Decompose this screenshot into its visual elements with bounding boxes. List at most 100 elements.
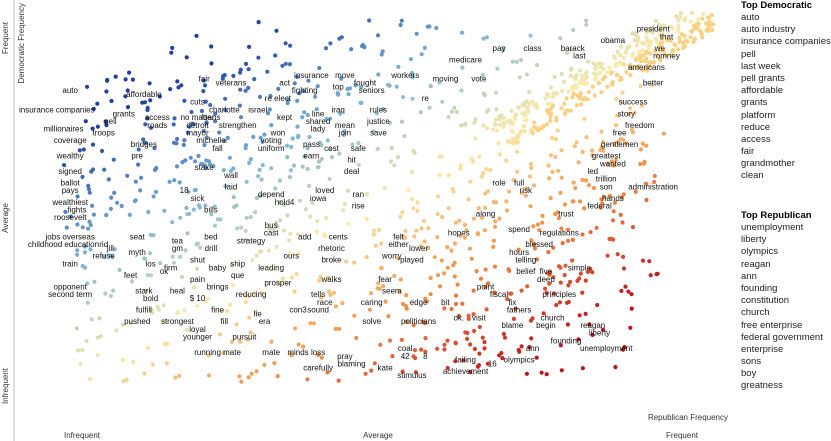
term-label[interactable]: charlotte <box>209 105 240 114</box>
term-label[interactable]: strengthen <box>219 121 257 130</box>
term-label[interactable]: jill <box>106 244 114 253</box>
term-label[interactable]: depend <box>258 190 285 199</box>
term-label[interactable]: hit <box>347 155 356 164</box>
term-label[interactable]: voting <box>261 136 282 145</box>
term-label[interactable]: roosevelt <box>54 213 87 222</box>
term-label[interactable]: loved <box>315 186 334 195</box>
term-label[interactable]: belief <box>516 267 536 276</box>
term-label[interactable]: fighting <box>292 86 318 95</box>
term-label[interactable]: 8 <box>423 352 428 361</box>
term-label[interactable]: blaming <box>338 360 366 369</box>
term-label[interactable]: fear <box>378 275 392 284</box>
term-label[interactable]: wanted <box>599 159 626 168</box>
term-label[interactable]: prosper <box>264 279 291 288</box>
term-label[interactable]: re <box>422 94 430 103</box>
term-label[interactable]: mate <box>262 348 280 357</box>
term-label[interactable]: hopes <box>448 229 470 238</box>
term-label[interactable]: stake <box>195 163 215 172</box>
term-label[interactable]: fall <box>212 144 222 153</box>
term-label[interactable]: strongest <box>161 317 195 326</box>
term-label[interactable]: full <box>514 179 524 188</box>
term-label[interactable]: deep <box>537 275 555 284</box>
term-label[interactable]: solve <box>362 317 381 326</box>
term-label[interactable]: fill <box>221 317 229 326</box>
term-label[interactable]: walks <box>320 275 341 284</box>
term-label[interactable]: firm <box>164 263 178 272</box>
term-label[interactable]: wall <box>223 171 238 180</box>
term-label[interactable]: liberty <box>589 329 610 338</box>
term-label[interactable]: cents <box>329 232 348 241</box>
term-label[interactable]: brings <box>207 283 229 292</box>
term-label[interactable]: hours <box>509 248 529 257</box>
term-label[interactable]: seat <box>130 232 146 241</box>
term-label[interactable]: along <box>476 209 496 218</box>
term-label[interactable]: class <box>523 44 541 53</box>
term-label[interactable]: minds <box>287 348 308 357</box>
term-label[interactable]: vote <box>471 75 487 84</box>
term-label[interactable]: carefully <box>303 363 333 372</box>
term-label[interactable]: iowa <box>310 194 327 203</box>
term-label[interactable]: success <box>619 98 648 107</box>
term-label[interactable]: opponent <box>54 283 88 292</box>
term-label[interactable]: bed <box>204 232 217 241</box>
term-label[interactable]: pay <box>493 44 506 53</box>
term-label[interactable]: lower <box>409 244 428 253</box>
term-label[interactable]: rid <box>99 240 108 249</box>
term-label[interactable]: wealthy <box>56 152 84 161</box>
term-label[interactable]: telling <box>515 256 536 265</box>
term-label[interactable]: principles <box>542 290 576 299</box>
term-label[interactable]: story <box>618 109 635 118</box>
term-label[interactable]: loans <box>201 113 220 122</box>
term-label[interactable]: hands <box>602 194 624 203</box>
term-label[interactable]: drill <box>205 244 218 253</box>
term-label[interactable]: mayor <box>186 129 209 138</box>
term-label[interactable]: shut <box>190 256 206 265</box>
term-label[interactable]: caring <box>361 298 383 307</box>
term-label[interactable]: tea <box>172 236 184 245</box>
term-label[interactable]: access <box>145 113 170 122</box>
term-label[interactable]: join <box>338 129 351 138</box>
term-label[interactable]: line <box>312 109 325 118</box>
term-label[interactable]: train <box>62 259 78 268</box>
term-label[interactable]: con3 <box>289 306 307 315</box>
term-label[interactable]: seem <box>382 286 402 295</box>
term-label[interactable]: seniors <box>359 86 385 95</box>
term-label[interactable]: americans <box>628 63 665 72</box>
term-label[interactable]: coal <box>398 344 413 353</box>
term-label[interactable]: pays <box>62 186 79 195</box>
term-label[interactable]: uniform <box>258 144 285 153</box>
term-label[interactable]: won <box>270 129 286 138</box>
term-label[interactable]: leading <box>258 263 284 272</box>
term-label[interactable]: childhood education <box>28 240 99 249</box>
term-label[interactable]: cuts <box>190 98 205 107</box>
term-label[interactable]: insurance companies <box>19 105 95 114</box>
term-label[interactable]: blame <box>502 321 524 330</box>
term-label[interactable]: lie <box>254 309 263 318</box>
term-label[interactable]: tells <box>311 290 325 299</box>
term-label[interactable]: blessed <box>525 240 553 249</box>
term-label[interactable]: rhetoric <box>318 244 345 253</box>
term-label[interactable]: better <box>643 78 664 87</box>
term-label[interactable]: bridges <box>131 140 157 149</box>
term-label[interactable]: signed <box>58 167 82 176</box>
term-label[interactable]: free <box>613 129 627 138</box>
term-label[interactable]: either <box>388 240 408 249</box>
term-label[interactable]: no matter <box>181 113 215 122</box>
term-label[interactable]: baby <box>209 263 226 272</box>
term-label[interactable]: visit <box>472 313 487 322</box>
term-label[interactable]: laid <box>225 182 237 191</box>
term-label[interactable]: romney <box>653 52 680 61</box>
term-label[interactable]: politicians <box>401 317 436 326</box>
term-label[interactable]: church <box>541 313 565 322</box>
term-label[interactable]: add <box>298 232 311 241</box>
term-label[interactable]: sound <box>307 306 329 315</box>
term-label[interactable]: loss <box>311 348 325 357</box>
term-label[interactable]: barack <box>561 44 586 53</box>
term-label[interactable]: millionaires <box>43 125 83 134</box>
term-label[interactable]: federal <box>587 202 612 211</box>
term-label[interactable]: era <box>259 317 271 326</box>
term-label[interactable]: reagan <box>580 321 605 330</box>
term-label[interactable]: refuse <box>93 252 116 261</box>
term-label[interactable]: pain <box>190 275 205 284</box>
term-label[interactable]: ann <box>526 344 539 353</box>
